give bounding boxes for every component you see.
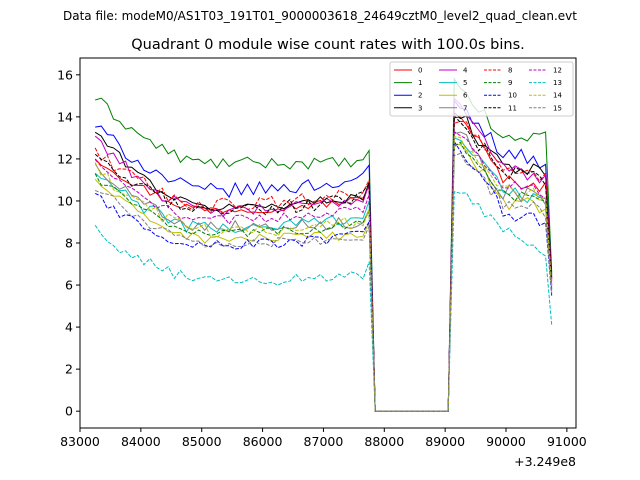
legend-label-3: 3	[418, 104, 422, 112]
legend-label-12: 12	[553, 67, 562, 75]
series-line-4	[94, 97, 553, 412]
legend-label-10: 10	[508, 92, 517, 100]
legend-label-8: 8	[508, 67, 512, 75]
x-tick-label: 84000	[121, 434, 161, 449]
y-tick-label: 16	[57, 67, 73, 82]
y-tick-label: 14	[57, 109, 73, 124]
x-tick-label: 90000	[486, 434, 526, 449]
series-line-3	[94, 111, 553, 412]
series-line-10	[94, 140, 553, 412]
chart-title: Quadrant 0 module wise count rates with …	[131, 37, 525, 53]
series-line-15	[95, 152, 553, 412]
series-line-11	[94, 114, 553, 412]
x-tick-label: 88000	[364, 434, 404, 449]
y-axis: 0 2 4 6 8 10 12 14 16	[57, 67, 80, 419]
legend-label-7: 7	[463, 104, 467, 112]
legend-label-2: 2	[418, 92, 422, 100]
legend-label-4: 4	[463, 67, 468, 75]
x-tick-label: 91000	[547, 434, 587, 449]
legend-label-6: 6	[463, 92, 468, 100]
series-line-12	[94, 130, 553, 412]
legend-label-11: 11	[508, 104, 517, 112]
legend-label-9: 9	[508, 79, 512, 87]
x-tick-label: 89000	[425, 434, 465, 449]
y-tick-label: 8	[65, 236, 73, 251]
legend-label-0: 0	[418, 67, 422, 75]
legend-label-5: 5	[463, 79, 467, 87]
y-tick-label: 2	[65, 362, 73, 377]
x-offset-label: +3.249e8	[514, 454, 576, 469]
series-line-7	[94, 131, 553, 412]
series-line-1	[95, 77, 553, 412]
series-layer	[94, 77, 553, 412]
y-tick-label: 6	[65, 278, 73, 293]
y-tick-label: 10	[57, 193, 73, 208]
x-tick-label: 87000	[304, 434, 344, 449]
legend-label-15: 15	[553, 104, 562, 112]
series-line-14	[94, 136, 553, 412]
x-tick-label: 86000	[243, 434, 283, 449]
legend-box	[389, 61, 574, 117]
y-tick-label: 4	[65, 320, 73, 335]
x-tick-label: 85000	[182, 434, 222, 449]
legend-label-1: 1	[418, 79, 422, 87]
legend-label-13: 13	[553, 79, 562, 87]
series-line-13	[94, 191, 553, 412]
series-line-2	[95, 99, 553, 412]
file-title: Data file: modeM0/AS1T03_191T01_90000036…	[63, 9, 577, 23]
legend-label-14: 14	[553, 92, 562, 100]
x-axis: 83000 84000 85000 86000 87000 88000 89000 90000…	[60, 428, 587, 449]
y-tick-label: 12	[57, 151, 73, 166]
y-tick-label: 0	[65, 404, 73, 419]
series-line-8	[94, 120, 553, 412]
x-tick-label: 83000	[60, 434, 100, 449]
series-line-9	[94, 141, 553, 412]
